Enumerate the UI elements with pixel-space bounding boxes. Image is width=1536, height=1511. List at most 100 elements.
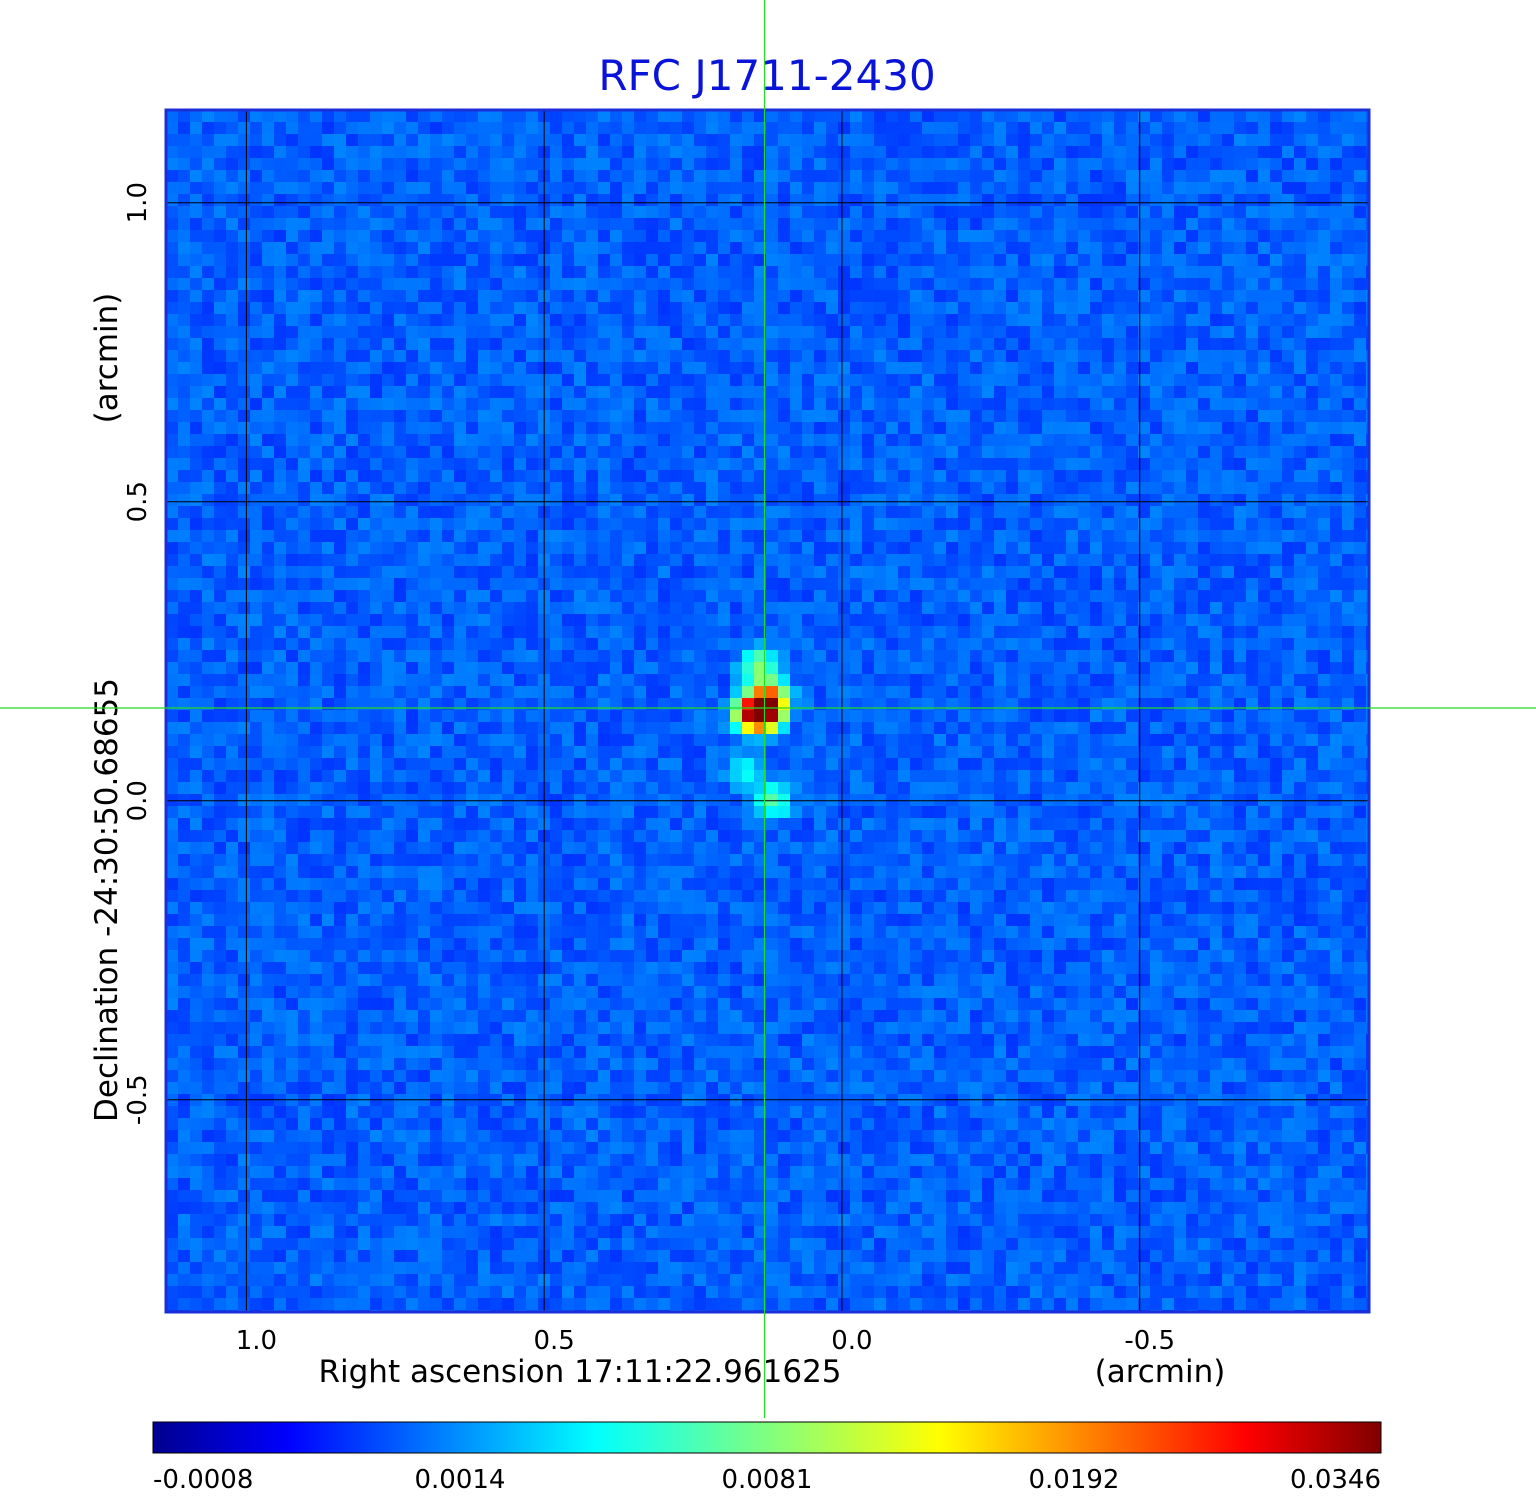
heatmap-cell [862, 506, 875, 519]
heatmap-cell [862, 422, 875, 435]
heatmap-cell [214, 494, 227, 507]
heatmap-cell [706, 662, 719, 675]
heatmap-cell [502, 638, 515, 651]
heatmap-cell [346, 674, 359, 687]
heatmap-cell [598, 338, 611, 351]
heatmap-cell [1294, 554, 1307, 567]
heatmap-cell [550, 242, 563, 255]
heatmap-cell [358, 170, 371, 183]
heatmap-cell [886, 650, 899, 663]
heatmap-cell [694, 182, 707, 195]
heatmap-cell [874, 170, 887, 183]
heatmap-cell [898, 158, 911, 171]
heatmap-cell [1306, 446, 1319, 459]
heatmap-cell [442, 170, 455, 183]
heatmap-cell [166, 182, 179, 195]
heatmap-cell [742, 446, 755, 459]
heatmap-cell [1006, 206, 1019, 219]
heatmap-cell [1282, 542, 1295, 555]
heatmap-cell [682, 650, 695, 663]
heatmap-cell [922, 278, 935, 291]
heatmap-cell [214, 554, 227, 567]
heatmap-cell [754, 278, 767, 291]
heatmap-cell [814, 194, 827, 207]
heatmap-cell [514, 326, 527, 339]
heatmap-cell [706, 338, 719, 351]
heatmap-cell [706, 314, 719, 327]
heatmap-cell [886, 158, 899, 171]
heatmap-cell [1006, 650, 1019, 663]
heatmap-cell [1066, 506, 1079, 519]
heatmap-cell [358, 194, 371, 207]
heatmap-cell [490, 458, 503, 471]
heatmap-cell [1210, 410, 1223, 423]
heatmap-cell [226, 350, 239, 363]
heatmap-cell [802, 686, 815, 699]
heatmap-cell [658, 134, 671, 147]
heatmap-cell [1222, 266, 1235, 279]
heatmap-cell [874, 578, 887, 591]
heatmap-cell [826, 278, 839, 291]
heatmap-cell [1270, 206, 1283, 219]
heatmap-cell [934, 602, 947, 615]
heatmap-cell [214, 122, 227, 135]
heatmap-cell [1114, 266, 1127, 279]
heatmap-cell [1126, 230, 1139, 243]
heatmap-cell [490, 290, 503, 303]
heatmap-cell [1270, 554, 1283, 567]
heatmap-cell [922, 170, 935, 183]
heatmap-cell [1078, 122, 1091, 135]
heatmap-cell [502, 374, 515, 387]
heatmap-cell [1354, 650, 1367, 663]
heatmap-cell [1006, 446, 1019, 459]
heatmap-cell [1042, 530, 1055, 543]
heatmap-cell [850, 266, 863, 279]
heatmap-cell [502, 566, 515, 579]
heatmap-cell [958, 566, 971, 579]
heatmap-cell [322, 338, 335, 351]
heatmap-cell [574, 302, 587, 315]
heatmap-cell [262, 110, 275, 123]
heatmap-cell [658, 362, 671, 375]
heatmap-cell [358, 506, 371, 519]
heatmap-cell [226, 194, 239, 207]
heatmap-cell [298, 446, 311, 459]
heatmap-cell [1342, 410, 1355, 423]
heatmap-cell [586, 578, 599, 591]
heatmap-cell [1198, 662, 1211, 675]
heatmap-cell [418, 326, 431, 339]
heatmap-cell [1282, 326, 1295, 339]
heatmap-cell [970, 230, 983, 243]
heatmap-cell [238, 422, 251, 435]
heatmap-cell [502, 146, 515, 159]
heatmap-cell [1210, 338, 1223, 351]
heatmap-cell [586, 146, 599, 159]
heatmap-cell [958, 638, 971, 651]
heatmap-cell [850, 446, 863, 459]
heatmap-cell [382, 518, 395, 531]
heatmap-cell [238, 362, 251, 375]
heatmap-cell [1258, 194, 1271, 207]
heatmap-cell [994, 482, 1007, 495]
heatmap-cell [838, 374, 851, 387]
heatmap-cell [478, 578, 491, 591]
heatmap-cell [718, 182, 731, 195]
heatmap-cell [778, 518, 791, 531]
heatmap-cell [1114, 554, 1127, 567]
heatmap-cell [514, 182, 527, 195]
heatmap-cell [574, 290, 587, 303]
heatmap-cell [334, 122, 347, 135]
heatmap-cell [1282, 686, 1295, 699]
heatmap-cell [454, 494, 467, 507]
heatmap-cell [706, 506, 719, 519]
heatmap-cell [1330, 146, 1343, 159]
heatmap-cell [1246, 146, 1259, 159]
heatmap-cell [874, 206, 887, 219]
heatmap-cell [262, 446, 275, 459]
heatmap-cell [802, 182, 815, 195]
heatmap-cell [1102, 182, 1115, 195]
heatmap-cell [862, 674, 875, 687]
heatmap-cell [670, 158, 683, 171]
heatmap-cell [382, 602, 395, 615]
heatmap-cell [178, 506, 191, 519]
